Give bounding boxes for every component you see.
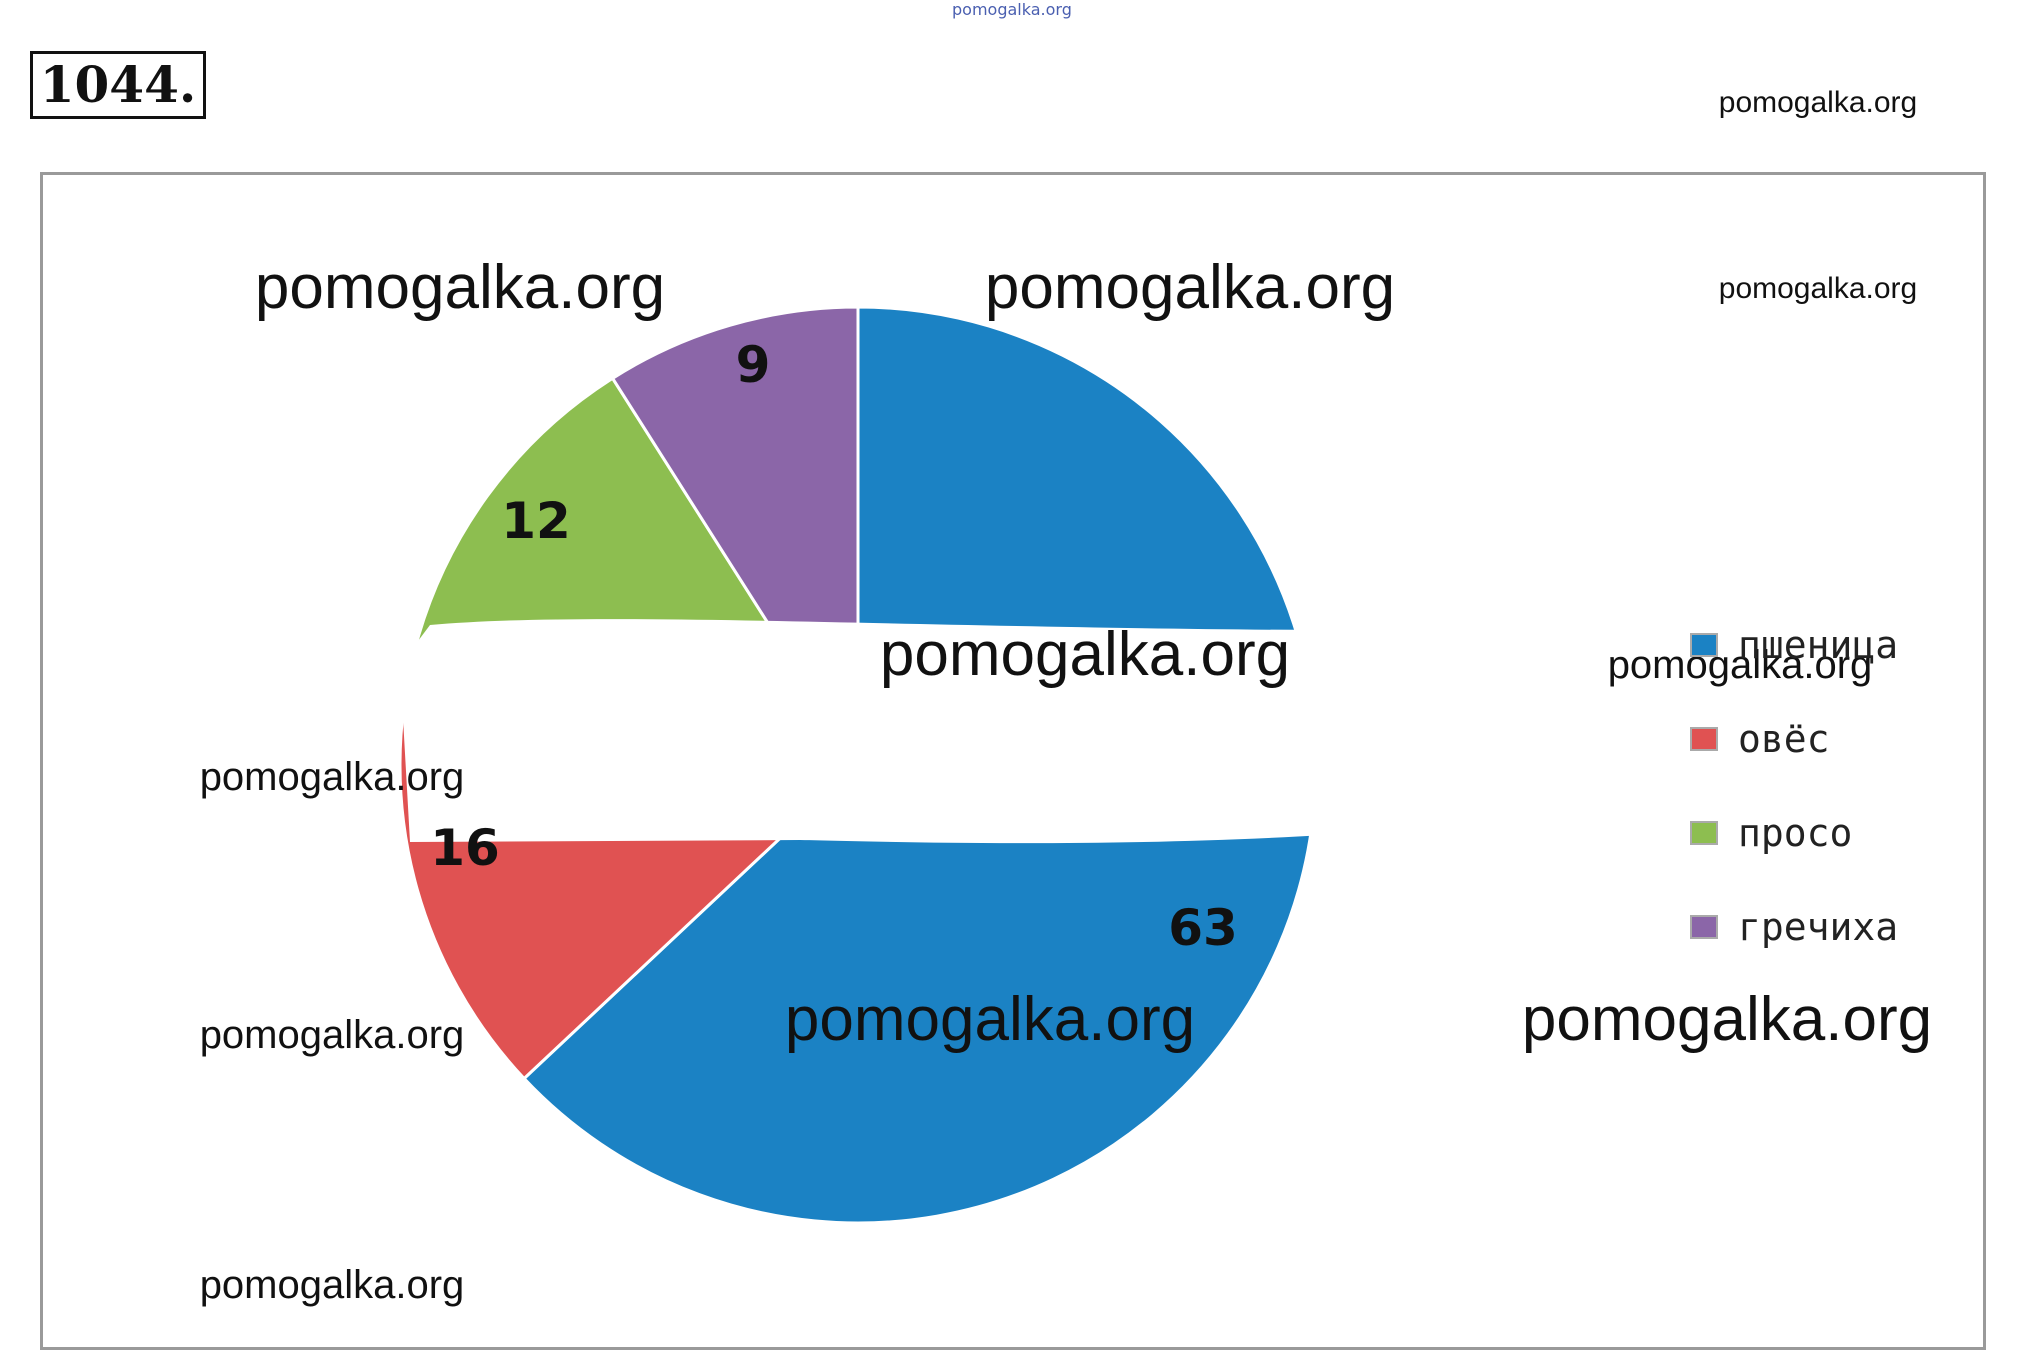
watermark-text: pomogalka.org [200, 755, 465, 799]
legend-item-millet: просо [1690, 786, 1898, 880]
chart-legend: пшеница овёс просо гречиха [1690, 598, 1898, 974]
top-watermark: pomogalka.org [952, 0, 1072, 19]
legend-item-oats: овёс [1690, 692, 1898, 786]
watermark-text: pomogalka.org [985, 253, 1395, 322]
watermark-text: pomogalka.org [1719, 272, 1917, 305]
legend-label-wheat: пшеница [1738, 623, 1899, 667]
watermark-text: pomogalka.org [880, 620, 1290, 689]
data-label-buckwheat: 9 [736, 336, 771, 394]
watermark-text: pomogalka.org [1522, 985, 1932, 1054]
watermark-text: pomogalka.org [200, 1013, 465, 1057]
problem-number: 1044. [30, 51, 206, 119]
legend-label-buckwheat: гречиха [1738, 905, 1899, 949]
legend-item-wheat: пшеница [1690, 598, 1898, 692]
data-label-millet: 12 [501, 492, 571, 550]
data-label-oats: 16 [430, 819, 500, 877]
watermark-text: pomogalka.org [1608, 643, 1873, 687]
pie-slices [398, 305, 1326, 1225]
legend-label-oats: овёс [1738, 717, 1830, 761]
watermark-text: pomogalka.org [785, 985, 1195, 1054]
data-labels: 63 16 12 9 [430, 336, 1238, 957]
erased-band [400, 619, 1326, 844]
data-label-wheat: 63 [1168, 899, 1238, 957]
legend-swatch-millet [1690, 821, 1718, 845]
legend-swatch-oats [1690, 727, 1718, 751]
legend-item-buckwheat: гречиха [1690, 880, 1898, 974]
watermark-text: pomogalka.org [1719, 86, 1917, 119]
watermark-layer: pomogalka.org pomogalka.org pomogalka.org p… [200, 86, 1932, 1307]
legend-swatch-buckwheat [1690, 915, 1718, 939]
legend-label-millet: просо [1738, 811, 1853, 855]
legend-swatch-wheat [1690, 633, 1718, 657]
watermark-text: pomogalka.org [255, 253, 665, 322]
watermark-text: pomogalka.org [200, 1263, 465, 1307]
